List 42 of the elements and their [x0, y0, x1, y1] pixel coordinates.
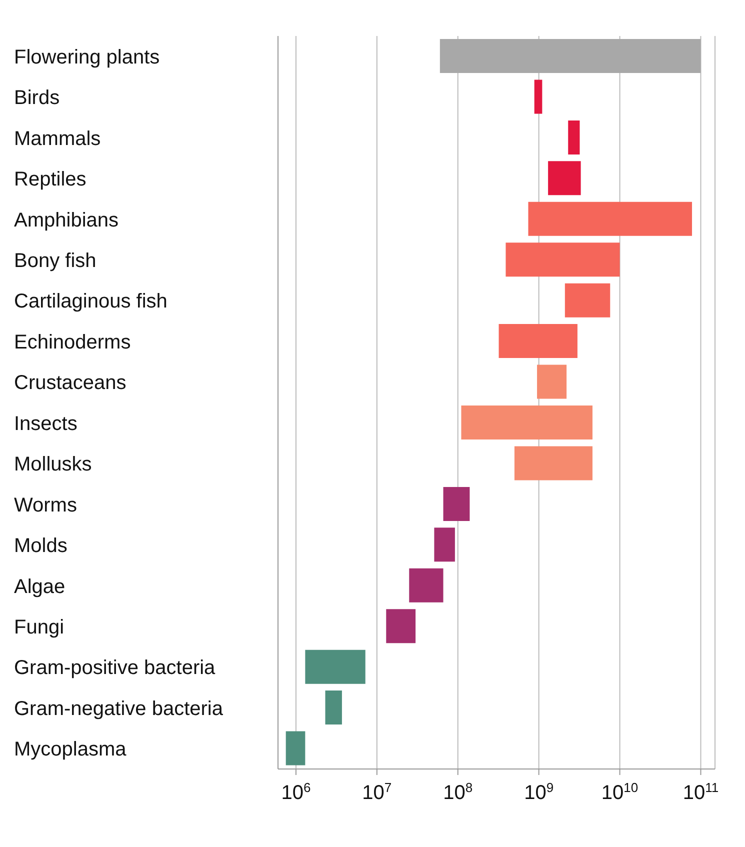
y-tick-label: Algae	[14, 576, 66, 598]
x-tick-label: 10$^{8}$	[443, 780, 473, 804]
bar	[443, 486, 470, 521]
y-tick-label: Mammals	[14, 128, 101, 150]
y-tick-label: Echinoderms	[14, 331, 131, 354]
x-tick-label: 10$^{9}$	[524, 780, 554, 804]
y-tick-label: Fungi	[14, 616, 64, 638]
x-tick-label: 10$^{6}$	[281, 780, 311, 804]
bar	[528, 202, 692, 236]
bar	[325, 690, 342, 725]
y-tick-label: Bony fish	[14, 250, 96, 272]
y-tick-label: Amphibians	[14, 209, 119, 232]
bar	[537, 364, 567, 399]
x-tick-label: 10$^{7}$	[362, 780, 392, 804]
bar	[568, 120, 580, 154]
y-tick-label: Gram-negative bacteria	[14, 698, 224, 720]
y-tick-label: Molds	[14, 535, 68, 558]
bar	[498, 324, 578, 358]
y-tick-label: Reptiles	[14, 168, 86, 191]
bar	[514, 446, 592, 480]
y-tick-label: Insects	[14, 412, 78, 435]
bar	[564, 283, 610, 318]
bar	[305, 650, 366, 684]
y-tick-label: Flowering plants	[14, 46, 160, 68]
x-tick-label: 10$^{10}$	[601, 780, 638, 804]
bar	[409, 568, 444, 602]
bar	[548, 161, 581, 196]
y-tick-label: Mycoplasma	[14, 738, 128, 761]
y-tick-label: Worms	[14, 494, 77, 516]
bar	[386, 609, 416, 644]
y-tick-label: Gram-positive bacteria	[14, 657, 216, 680]
bar	[434, 528, 455, 562]
y-tick-label: Crustaceans	[14, 372, 126, 394]
bar	[461, 406, 592, 440]
x-tick-label: 10$^{11}$	[682, 780, 719, 804]
y-tick-label: Cartilaginous fish	[14, 290, 168, 313]
y-tick-label: Mollusks	[14, 454, 92, 476]
bar	[440, 39, 701, 73]
bar	[286, 731, 306, 766]
bar	[534, 80, 542, 114]
bar	[506, 242, 620, 277]
y-tick-label: Birds	[14, 87, 60, 110]
